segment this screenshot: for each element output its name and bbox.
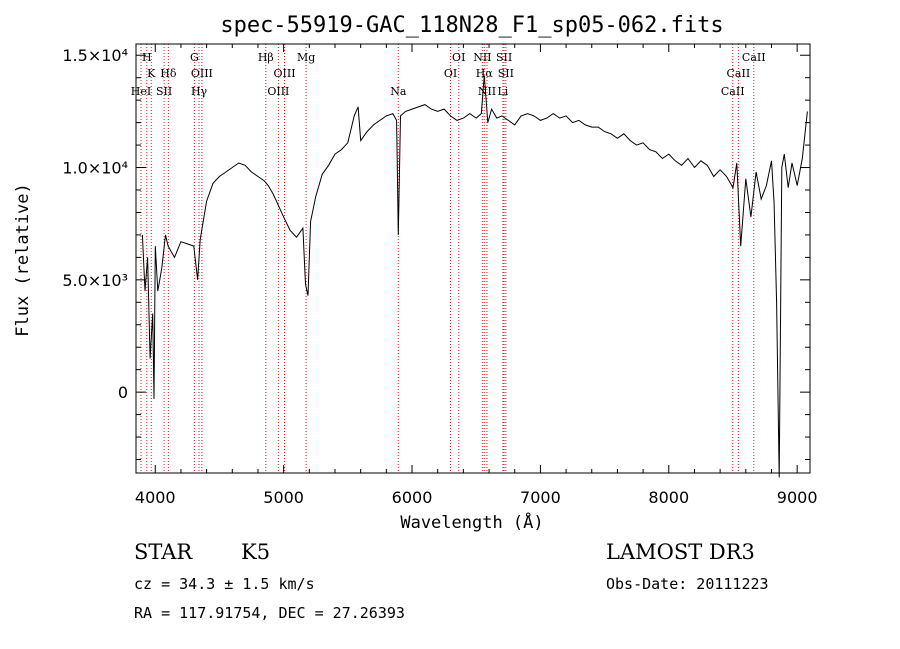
line-label: G — [190, 51, 199, 64]
line-label: OIII — [191, 67, 213, 80]
x-tick-label: 6000 — [392, 488, 433, 507]
line-label: SII — [496, 51, 512, 64]
object-class: STAR — [134, 540, 193, 564]
line-label: OIII — [267, 85, 289, 98]
line-label: SII — [156, 85, 172, 98]
x-axis-label: Wavelength (Å) — [400, 511, 543, 533]
coordinates-text: RA = 117.91754, DEC = 27.26393 — [134, 604, 405, 622]
line-label: Li — [497, 85, 508, 98]
line-label: CaII — [721, 85, 745, 98]
y-tick-label: 1.5×10⁴ — [62, 46, 128, 65]
y-tick-label: 0 — [118, 383, 128, 402]
line-label: Hδ — [160, 67, 177, 80]
y-tick-label: 5.0×10³ — [62, 271, 128, 290]
line-label: Hα — [476, 67, 494, 80]
line-label: OI — [452, 51, 465, 64]
line-label: H — [142, 51, 152, 64]
x-tick-label: 9000 — [777, 488, 818, 507]
line-label: OIII — [274, 67, 296, 80]
obs-date-text: Obs-Date: 20111223 — [606, 575, 769, 593]
y-tick-label: 1.0×10⁴ — [62, 159, 128, 178]
line-label: Mg — [297, 51, 315, 64]
redshift-text: cz = 34.3 ± 1.5 km/s — [134, 575, 315, 593]
y-axis: 0 5.0×10³ 1.0×10⁴ 1.5×10⁴ — [62, 46, 810, 461]
x-tick-label: 7000 — [520, 488, 561, 507]
emission-line-markers — [140, 44, 755, 473]
line-label: Hγ — [191, 85, 208, 98]
line-label: SII — [498, 67, 514, 80]
spectral-subclass: K5 — [241, 540, 271, 564]
y-axis-label: Flux (relative) — [13, 183, 33, 337]
x-tick-label: 4000 — [135, 488, 176, 507]
spectrum-line — [141, 75, 808, 478]
plot-frame — [135, 43, 811, 474]
line-label: K — [147, 67, 156, 80]
chart-title: spec-55919-GAC_118N28_F1_sp05-062.fits — [220, 13, 723, 38]
line-label: NII — [473, 51, 491, 64]
line-label: NII — [478, 85, 496, 98]
survey-name: LAMOST DR3 — [606, 540, 755, 564]
line-label: Hβ — [258, 51, 274, 64]
line-label: CaII — [727, 67, 751, 80]
line-label: CaII — [742, 51, 766, 64]
x-tick-label: 5000 — [263, 488, 304, 507]
x-tick-label: 8000 — [648, 488, 689, 507]
line-label: HeI — [131, 85, 151, 98]
line-label: Na — [390, 85, 407, 98]
line-label: OI — [444, 67, 457, 80]
x-axis: 4000 5000 6000 7000 8000 9000 — [135, 44, 818, 507]
